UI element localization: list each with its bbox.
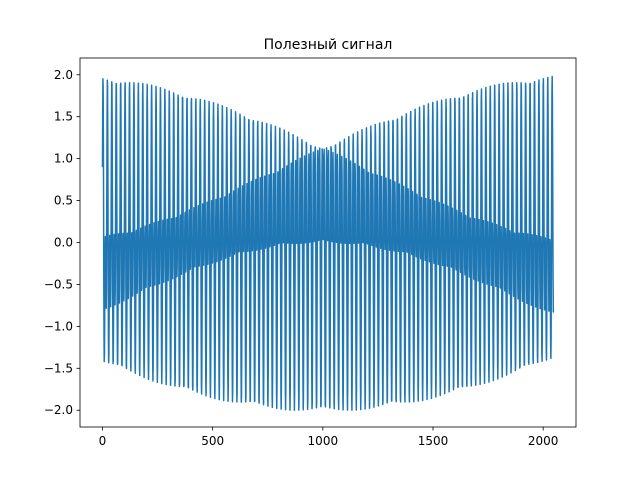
x-tick-label: 0 <box>99 434 107 448</box>
y-axis: −2.0 −1.5 −1.0 −0.5 0.0 0.5 1.0 1.5 2.0 <box>44 68 80 417</box>
y-tick-label: −1.5 <box>44 361 73 375</box>
x-axis: 0 500 1000 1500 2000 <box>99 427 559 448</box>
series-line-0 <box>101 75 555 411</box>
y-tick-label: −1.0 <box>44 319 73 333</box>
y-tick-label: 0.5 <box>54 194 73 208</box>
y-tick-label: −2.0 <box>44 403 73 417</box>
y-tick-label: 1.5 <box>54 110 73 124</box>
x-tick-label: 500 <box>201 434 224 448</box>
chart-title: Полезный сигнал <box>264 37 393 53</box>
y-tick-label: 1.0 <box>54 152 73 166</box>
y-tick-label: 0.0 <box>54 236 73 250</box>
y-tick-label: −0.5 <box>44 277 73 291</box>
y-tick-label: 2.0 <box>54 68 73 82</box>
series-layer <box>101 75 555 411</box>
x-tick-label: 1500 <box>418 434 449 448</box>
x-tick-label: 1000 <box>308 434 339 448</box>
x-tick-label: 2000 <box>528 434 559 448</box>
